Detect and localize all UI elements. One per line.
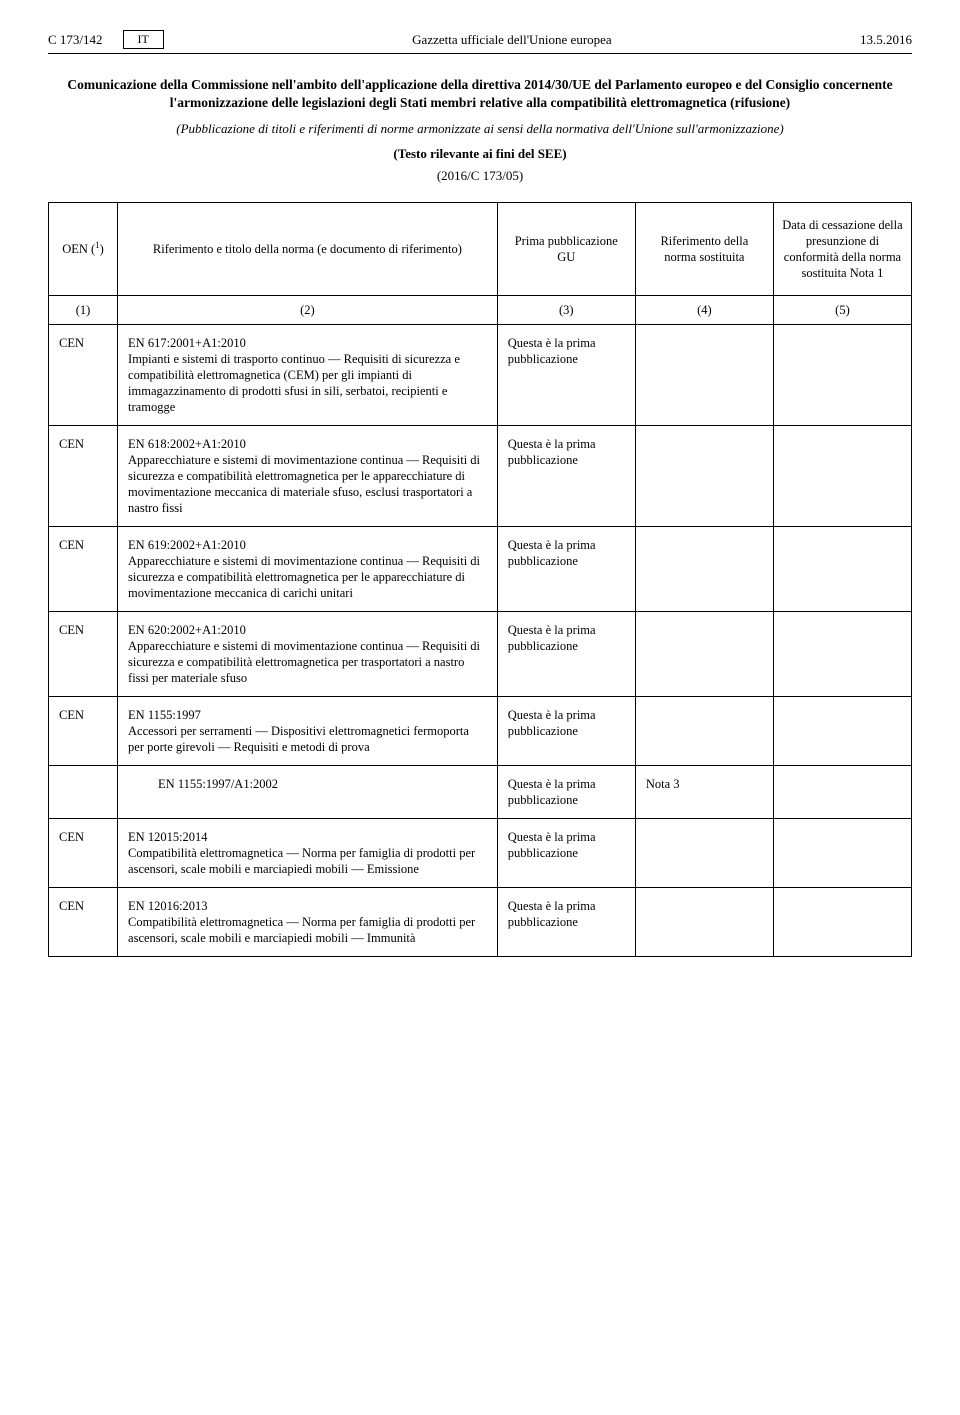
colnum-2: (2): [118, 295, 498, 324]
page-ref: C 173/142: [48, 32, 103, 48]
oen-cell: CEN: [49, 696, 118, 765]
table-row: CENEN 617:2001+A1:2010Impianti e sistemi…: [49, 324, 912, 425]
standard-code: EN 620:2002+A1:2010: [128, 622, 487, 638]
standard-cell: EN 1155:1997/A1:2002: [118, 765, 498, 818]
sostituita-cell: [635, 324, 773, 425]
table-row: EN 1155:1997/A1:2002Questa è la prima pu…: [49, 765, 912, 818]
standard-code: EN 12015:2014: [128, 829, 487, 845]
standard-code: EN 618:2002+A1:2010: [128, 436, 487, 452]
table-header-row: OEN (1) Riferimento e titolo della norma…: [49, 202, 912, 295]
col-header-sostituita: Riferimento della norma sostituita: [635, 202, 773, 295]
colnum-4: (4): [635, 295, 773, 324]
cessazione-cell: [773, 887, 911, 956]
table-row: CENEN 620:2002+A1:2010Apparecchiature e …: [49, 611, 912, 696]
table-row: CENEN 619:2002+A1:2010Apparecchiature e …: [49, 526, 912, 611]
standard-description: Accessori per serramenti — Dispositivi e…: [128, 724, 469, 754]
communication-title: Comunicazione della Commissione nell'amb…: [58, 76, 902, 112]
standard-cell: EN 12016:2013Compatibilità elettromagnet…: [118, 887, 498, 956]
col-header-cessazione: Data di cessazione della presunzione di …: [773, 202, 911, 295]
prima-pub-cell: Questa è la prima pubblicazione: [497, 887, 635, 956]
prima-pub-cell: Questa è la prima pubblicazione: [497, 324, 635, 425]
oen-cell: CEN: [49, 425, 118, 526]
prima-pub-cell: Questa è la prima pubblicazione: [497, 526, 635, 611]
standard-cell: EN 1155:1997Accessori per serramenti — D…: [118, 696, 498, 765]
standard-cell: EN 617:2001+A1:2010Impianti e sistemi di…: [118, 324, 498, 425]
sostituita-cell: [635, 887, 773, 956]
header-rule: [48, 53, 912, 54]
standard-description: Apparecchiature e sistemi di movimentazi…: [128, 453, 480, 515]
prima-pub-cell: Questa è la prima pubblicazione: [497, 818, 635, 887]
cessazione-cell: [773, 765, 911, 818]
doc-reference: (2016/C 173/05): [58, 168, 902, 184]
standard-description: Apparecchiature e sistemi di movimentazi…: [128, 639, 480, 685]
oen-cell: CEN: [49, 324, 118, 425]
cessazione-cell: [773, 425, 911, 526]
header-date: 13.5.2016: [860, 32, 912, 48]
cessazione-cell: [773, 818, 911, 887]
table-number-row: (1) (2) (3) (4) (5): [49, 295, 912, 324]
oen-cell: CEN: [49, 611, 118, 696]
colnum-1: (1): [49, 295, 118, 324]
table-row: CENEN 618:2002+A1:2010Apparecchiature e …: [49, 425, 912, 526]
standard-description: Compatibilità elettromagnetica — Norma p…: [128, 915, 475, 945]
table-row: CENEN 1155:1997Accessori per serramenti …: [49, 696, 912, 765]
lang-code: IT: [123, 30, 164, 49]
communication-subtitle: (Pubblicazione di titoli e riferimenti d…: [58, 120, 902, 138]
prima-pub-cell: Questa è la prima pubblicazione: [497, 611, 635, 696]
standard-description: Compatibilità elettromagnetica — Norma p…: [128, 846, 475, 876]
standard-cell: EN 620:2002+A1:2010Apparecchiature e sis…: [118, 611, 498, 696]
cessazione-cell: [773, 526, 911, 611]
col-header-prima: Prima pubblicazione GU: [497, 202, 635, 295]
table-row: CENEN 12015:2014Compatibilità elettromag…: [49, 818, 912, 887]
standard-code: EN 12016:2013: [128, 898, 487, 914]
standards-table: OEN (1) Riferimento e titolo della norma…: [48, 202, 912, 957]
standard-code: EN 1155:1997: [128, 707, 487, 723]
colnum-5: (5): [773, 295, 911, 324]
prima-pub-cell: Questa è la prima pubblicazione: [497, 425, 635, 526]
oen-cell: CEN: [49, 887, 118, 956]
prima-pub-cell: Questa è la prima pubblicazione: [497, 696, 635, 765]
title-block: Comunicazione della Commissione nell'amb…: [58, 76, 902, 184]
relevance-note: (Testo rilevante ai fini del SEE): [58, 146, 902, 162]
col-header-title: Riferimento e titolo della norma (e docu…: [118, 202, 498, 295]
standard-description: Impianti e sistemi di trasporto continuo…: [128, 352, 460, 414]
oen-cell: CEN: [49, 818, 118, 887]
standard-cell: EN 12015:2014Compatibilità elettromagnet…: [118, 818, 498, 887]
prima-pub-cell: Questa è la prima pubblicazione: [497, 765, 635, 818]
table-row: CENEN 12016:2013Compatibilità elettromag…: [49, 887, 912, 956]
colnum-3: (3): [497, 295, 635, 324]
sostituita-cell: [635, 611, 773, 696]
oen-cell: [49, 765, 118, 818]
standard-code: EN 619:2002+A1:2010: [128, 537, 487, 553]
sostituita-cell: Nota 3: [635, 765, 773, 818]
cessazione-cell: [773, 696, 911, 765]
cessazione-cell: [773, 324, 911, 425]
standard-code: EN 617:2001+A1:2010: [128, 335, 487, 351]
journal-name: Gazzetta ufficiale dell'Unione europea: [164, 32, 860, 48]
sostituita-cell: [635, 818, 773, 887]
cessazione-cell: [773, 611, 911, 696]
sostituita-cell: [635, 425, 773, 526]
standard-description: Apparecchiature e sistemi di movimentazi…: [128, 554, 480, 600]
oen-cell: CEN: [49, 526, 118, 611]
col-header-oen: OEN (1): [49, 202, 118, 295]
sostituita-cell: [635, 696, 773, 765]
standard-cell: EN 619:2002+A1:2010Apparecchiature e sis…: [118, 526, 498, 611]
page-header: C 173/142 IT Gazzetta ufficiale dell'Uni…: [48, 30, 912, 49]
standard-cell: EN 618:2002+A1:2010Apparecchiature e sis…: [118, 425, 498, 526]
sostituita-cell: [635, 526, 773, 611]
